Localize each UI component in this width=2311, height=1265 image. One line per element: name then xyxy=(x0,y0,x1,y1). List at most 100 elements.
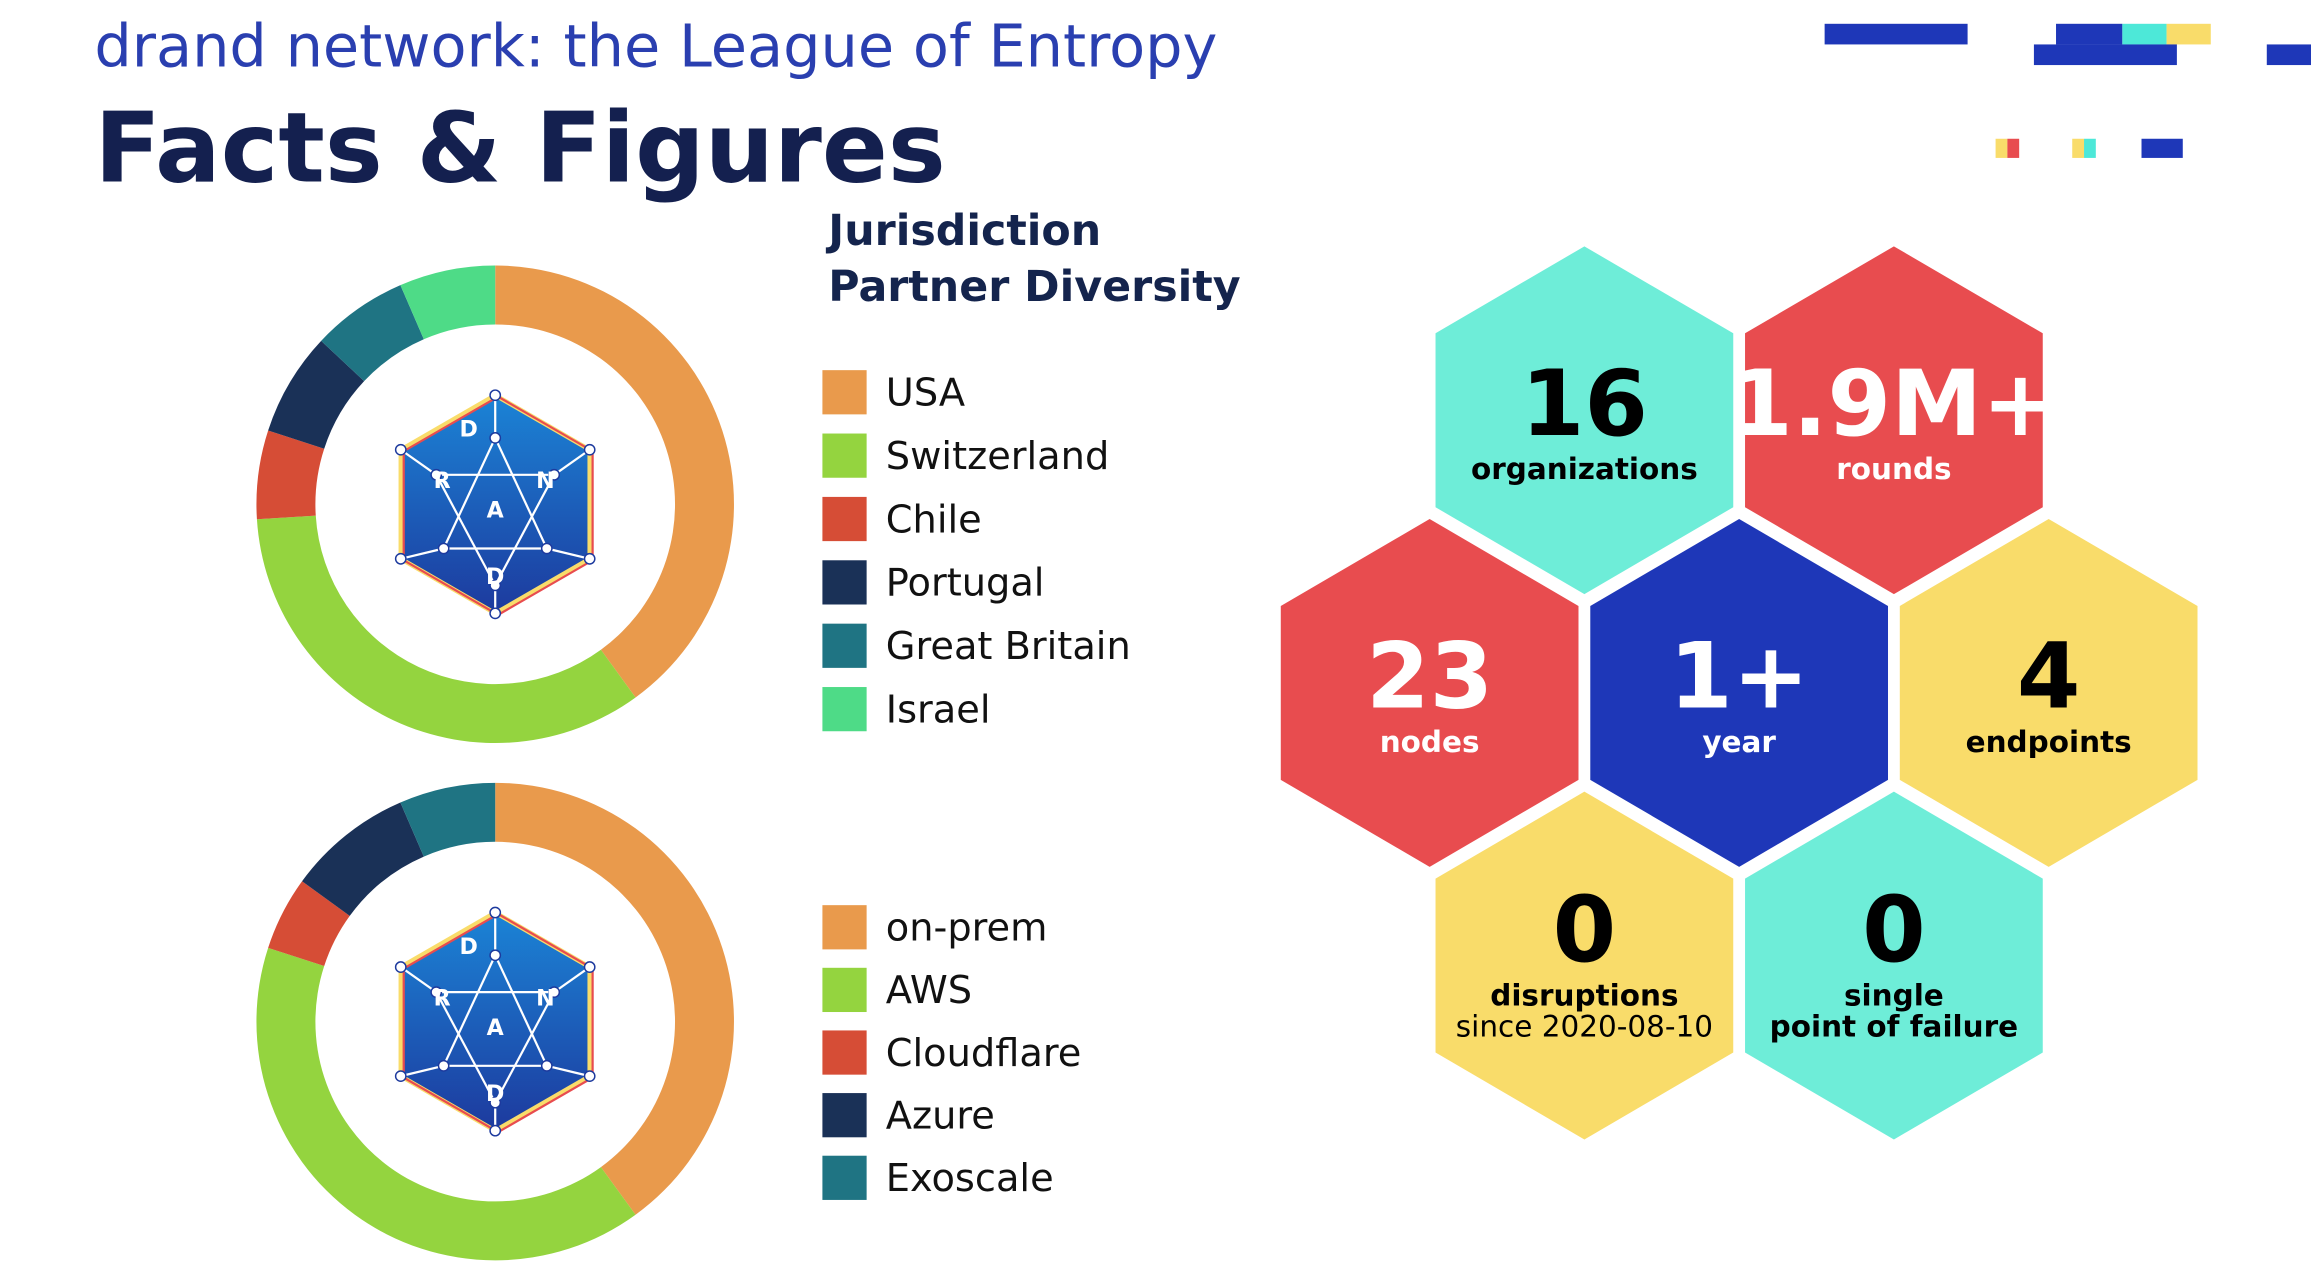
donut-slice xyxy=(256,515,636,744)
donut-slice xyxy=(268,881,350,967)
logo-node xyxy=(548,468,561,481)
logo-node xyxy=(394,552,407,565)
logo-line xyxy=(546,1064,590,1078)
chart-title: Jurisdiction xyxy=(825,206,1101,256)
logo-node xyxy=(583,1070,596,1083)
title: Facts & Figures xyxy=(94,92,945,205)
chart-title: Partner Diversity xyxy=(828,262,1240,312)
legend-swatch xyxy=(822,370,867,415)
legend-swatch xyxy=(822,905,867,950)
donut-slice xyxy=(321,285,424,382)
subtitle: drand network: the League of Entropy xyxy=(94,12,1217,81)
stat-label: year xyxy=(1702,725,1776,759)
legend-label: Azure xyxy=(886,1093,995,1138)
logo-node xyxy=(489,1124,502,1137)
legend-swatch xyxy=(822,496,867,542)
logo-line xyxy=(494,437,548,549)
logo-line xyxy=(494,474,556,586)
stat-label: point of failure xyxy=(1770,1009,2019,1043)
legend-label: USA xyxy=(886,371,965,416)
stat-hexagon: 1+year xyxy=(1590,519,1889,867)
logo-line xyxy=(553,966,591,994)
legend-label: Portugal xyxy=(886,561,1045,606)
logo-node xyxy=(437,1059,450,1072)
legend-swatch xyxy=(822,967,867,1013)
logo-node xyxy=(489,432,502,444)
logo-node xyxy=(583,552,596,565)
logo-letter: N xyxy=(536,468,555,494)
logo-line xyxy=(442,437,497,549)
legend-swatch xyxy=(822,560,867,605)
donut-slice xyxy=(400,782,496,857)
logo-node xyxy=(540,542,553,555)
hexagon xyxy=(1745,246,2043,595)
logo-node xyxy=(489,1096,502,1109)
logo-node xyxy=(437,542,450,555)
logo-line xyxy=(553,448,591,476)
hexagon xyxy=(1280,519,1579,867)
stat-value: 4 xyxy=(2017,623,2081,730)
stat-value: 1.9M+ xyxy=(1729,350,2058,457)
stat-label: endpoints xyxy=(1966,725,2132,759)
donut-slice xyxy=(268,340,365,449)
legend-swatch xyxy=(822,687,867,732)
legend-label: on-prem xyxy=(886,906,1048,951)
logo-node xyxy=(548,986,561,999)
logo-node xyxy=(489,579,502,592)
logo-node xyxy=(583,443,596,456)
logo-line xyxy=(546,547,590,560)
logo-line xyxy=(400,1064,444,1078)
logo-line xyxy=(400,966,437,994)
legend-label: Cloudflare xyxy=(886,1031,1082,1076)
legend-swatch xyxy=(822,1030,867,1075)
logo-line xyxy=(400,448,437,476)
logo-node xyxy=(489,949,502,962)
donut-slice xyxy=(495,782,734,1215)
logo-node xyxy=(430,468,443,481)
logo-node xyxy=(489,607,502,620)
logo-line xyxy=(494,954,548,1067)
hexagon xyxy=(1435,246,1734,595)
hexagon xyxy=(1899,519,2198,867)
logo-letter: D xyxy=(486,1081,504,1107)
stat-hexagon: 1.9M+rounds xyxy=(1729,246,2059,595)
logo-node xyxy=(489,906,502,919)
logo-node xyxy=(583,961,596,973)
stat-label: organizations xyxy=(1471,452,1698,486)
legend-label: Exoscale xyxy=(886,1156,1054,1201)
stat-label: single xyxy=(1844,978,1944,1012)
stat-value: 0 xyxy=(1862,876,1926,983)
hexagon xyxy=(1435,791,1734,1140)
stat-label: rounds xyxy=(1836,452,1951,486)
logo-line xyxy=(494,991,556,1104)
stat-value: 23 xyxy=(1366,623,1493,730)
donut-slice xyxy=(400,265,496,340)
hexagon xyxy=(1590,519,1889,867)
logo-letter: D xyxy=(460,934,478,960)
logo-node xyxy=(394,961,407,973)
logo-letter: R xyxy=(434,468,451,494)
legend-label: AWS xyxy=(886,968,972,1013)
stat-value: 0 xyxy=(1553,876,1617,983)
legend-swatch xyxy=(822,623,867,668)
logo-node xyxy=(394,443,407,456)
logo-letter: D xyxy=(486,564,504,590)
logo-line xyxy=(400,547,444,560)
legend-swatch xyxy=(822,433,867,478)
logo-letter: N xyxy=(536,985,555,1011)
legend-swatch xyxy=(822,1093,867,1138)
legend-swatch xyxy=(822,1155,867,1200)
donut-slice xyxy=(256,947,636,1261)
logo-line xyxy=(435,991,497,1104)
stat-label: nodes xyxy=(1380,725,1480,759)
logo-letter: D xyxy=(460,416,478,442)
legend-label: Great Britain xyxy=(886,624,1131,669)
